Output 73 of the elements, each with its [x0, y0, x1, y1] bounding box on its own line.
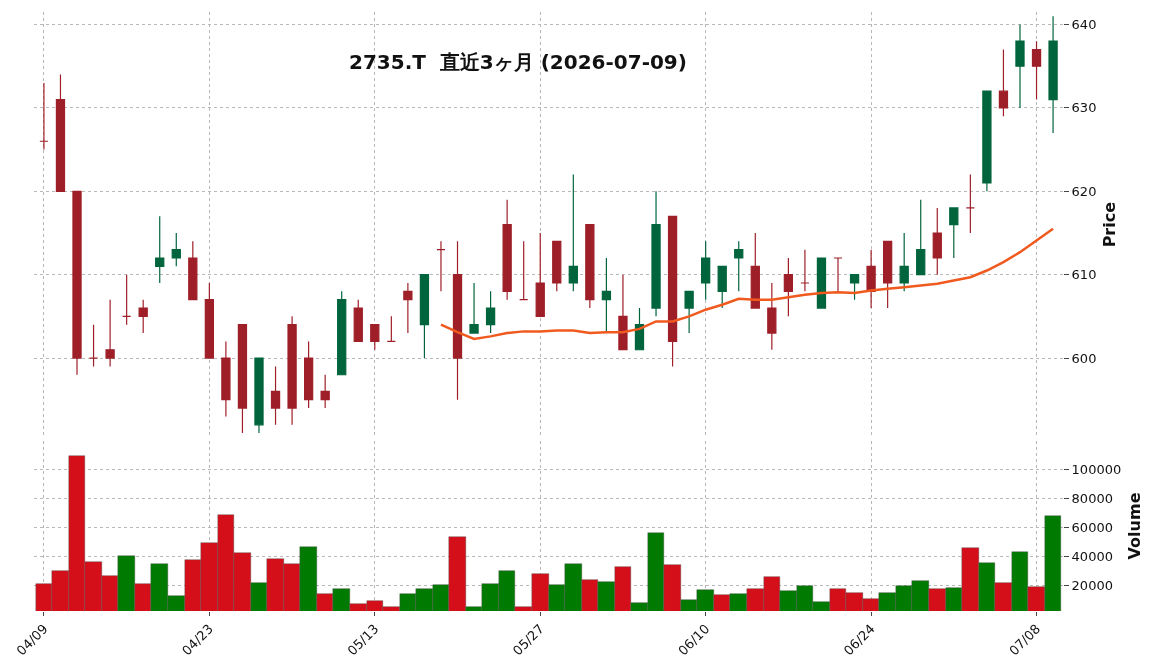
candlestick: [436, 240, 446, 292]
candlestick: [485, 290, 496, 334]
candlestick: [568, 174, 578, 292]
candlestick: [221, 340, 231, 418]
candlestick: [519, 240, 529, 301]
y-tick-label: 630: [1071, 100, 1097, 116]
y-tick-label: 60000: [1071, 520, 1113, 536]
candlestick: [72, 190, 82, 376]
candlestick: [452, 240, 463, 401]
candlestick: [138, 299, 148, 334]
candlestick: [370, 324, 380, 351]
candlestick: [651, 190, 661, 317]
text: 2735.T 直近3ヶ月 (2026-07-09): [349, 50, 687, 74]
candlestick: [701, 240, 711, 301]
line-series: [439, 227, 1055, 341]
candlestick: [237, 324, 248, 434]
candlestick: [585, 224, 595, 309]
candlestick: [386, 315, 396, 342]
candlestick: [171, 232, 181, 267]
candlestick: [419, 274, 430, 359]
candlestick: [287, 315, 297, 426]
y-tick-label: 600: [1071, 350, 1097, 366]
candlestick: [717, 265, 727, 309]
y-tick-label: 80000: [1071, 491, 1113, 507]
candlestick: [88, 324, 99, 368]
candlestick: [320, 374, 330, 409]
y-axis-title: Price: [1100, 201, 1120, 248]
candlestick: [783, 257, 794, 317]
candlestick: [121, 274, 132, 326]
candlestick: [502, 199, 512, 301]
candlestick: [55, 73, 66, 192]
candlestick: [188, 240, 198, 301]
candlestick: [667, 215, 678, 368]
y-tick-label: 640: [1071, 17, 1097, 33]
candlestick: [105, 299, 115, 368]
candlestick: [899, 232, 909, 292]
y-axis-title: Volume: [1124, 492, 1144, 560]
candlestick: [254, 357, 264, 434]
y-tick-label: 100000: [1071, 462, 1122, 478]
candlestick: [965, 174, 976, 234]
candlestick: [1015, 23, 1025, 109]
candlestick: [552, 240, 562, 292]
candlestick: [1048, 15, 1058, 134]
candlestick: [155, 215, 165, 284]
candlestick: [684, 290, 694, 334]
candlestick: [353, 299, 363, 342]
candlestick: [916, 199, 926, 276]
y-tick-label: 20000: [1071, 578, 1113, 594]
candlestick: [270, 365, 281, 426]
candlestick: [734, 240, 744, 292]
candlestick: [618, 274, 628, 351]
candlestick: [882, 240, 893, 309]
candlestick: [816, 257, 827, 309]
candlestick: [469, 282, 479, 334]
candlestick: [750, 232, 760, 309]
candlestick: [204, 282, 215, 359]
candlestick: [982, 90, 992, 192]
candlestick: [932, 207, 942, 276]
y-tick-label: 610: [1071, 267, 1097, 283]
candlestick: [303, 340, 314, 409]
y-tick-label: 620: [1071, 183, 1097, 199]
candlestick: [1031, 40, 1042, 101]
candlestick: [337, 290, 347, 376]
candlestick: [849, 274, 860, 301]
candlestick: [403, 282, 413, 334]
candlestick: [767, 282, 777, 351]
candlestick: [998, 48, 1009, 117]
candlestick: [601, 257, 612, 334]
candlestick: [949, 207, 959, 259]
candlestick: [39, 82, 49, 151]
candlestick: [535, 232, 545, 317]
y-tick-label: 40000: [1071, 549, 1113, 565]
candlestick: [866, 249, 876, 309]
